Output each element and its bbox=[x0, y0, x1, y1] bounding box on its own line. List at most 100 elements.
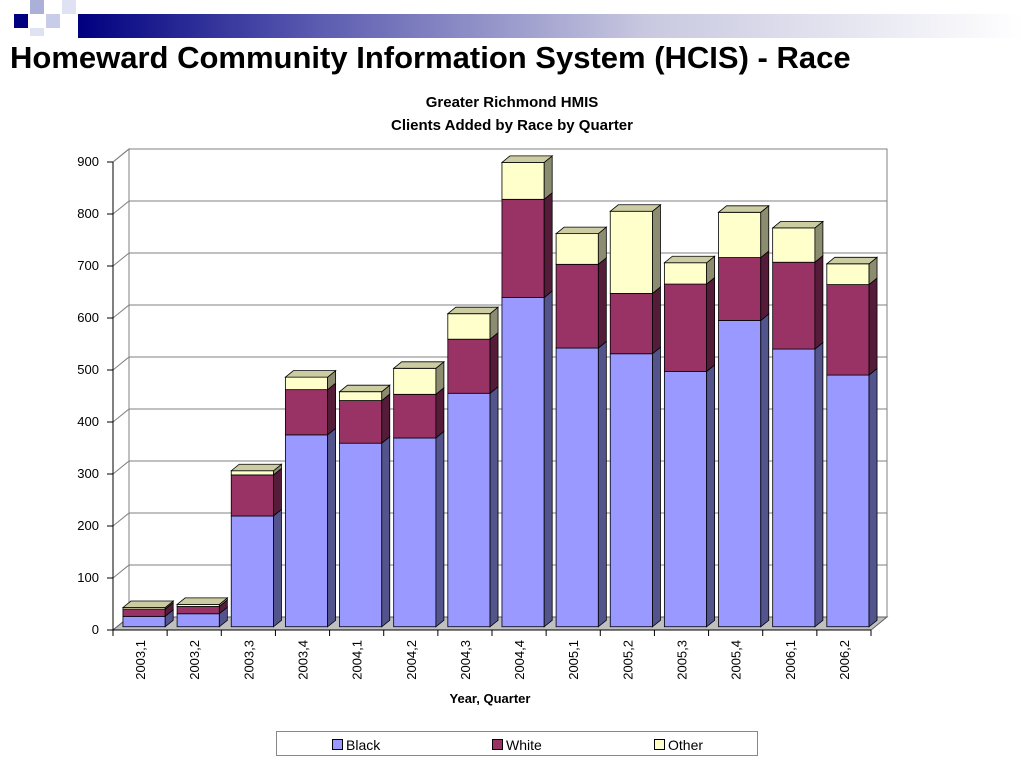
header-square bbox=[14, 14, 28, 28]
bar-segment-other bbox=[284, 376, 329, 391]
bar-segment-white bbox=[393, 393, 437, 439]
y-tick-label: 900 bbox=[77, 154, 99, 169]
bar-side-white bbox=[489, 331, 499, 395]
y-tick-label: 0 bbox=[92, 622, 99, 637]
bar-side-white bbox=[381, 393, 391, 445]
bar-side-black bbox=[543, 290, 553, 628]
gridline bbox=[112, 200, 887, 215]
x-tick-label: 2004,4 bbox=[512, 640, 527, 680]
bar-segment-white bbox=[230, 474, 274, 517]
bar-segment-white bbox=[772, 261, 816, 350]
gridline bbox=[112, 148, 887, 163]
bar-side-black bbox=[381, 435, 391, 628]
bar-side-other bbox=[814, 220, 824, 264]
bar-segment-other bbox=[609, 210, 653, 294]
bar-segment-black bbox=[122, 615, 166, 628]
slide-header-decoration bbox=[0, 0, 1024, 40]
y-tick-label: 800 bbox=[77, 206, 99, 221]
x-tick-label: 2005,2 bbox=[620, 640, 635, 680]
x-tick-label: 2005,3 bbox=[675, 640, 690, 680]
bar-top-other bbox=[500, 155, 554, 163]
y-tick-label: 400 bbox=[77, 414, 99, 429]
bar-segment-other bbox=[718, 211, 762, 258]
bar-segment-other bbox=[772, 227, 816, 263]
bar-segment-black bbox=[826, 374, 870, 628]
legend-label-black: Black bbox=[346, 737, 381, 753]
bar-segment-white bbox=[609, 293, 653, 355]
bar-top-other bbox=[446, 306, 500, 315]
bar-top-other bbox=[175, 597, 229, 605]
legend-swatch-white bbox=[492, 739, 503, 750]
bar-side-other bbox=[760, 204, 770, 259]
x-axis-title: Year, Quarter bbox=[450, 691, 531, 706]
bar-side-black bbox=[868, 367, 878, 628]
bar-segment-white bbox=[447, 338, 491, 394]
plot-side-wall bbox=[112, 147, 130, 632]
y-tick-label: 600 bbox=[77, 310, 99, 325]
plot-floor bbox=[111, 616, 889, 631]
bar-side-white bbox=[435, 386, 445, 439]
x-tick-label: 2003,3 bbox=[241, 640, 256, 680]
x-tick-label: 2003,2 bbox=[187, 640, 202, 680]
bar-side-white bbox=[814, 254, 824, 350]
bar-segment-black bbox=[339, 442, 383, 628]
bar-segment-other bbox=[339, 391, 383, 401]
bar-segment-white bbox=[501, 198, 545, 298]
bar-top-other bbox=[663, 255, 716, 264]
bar-segment-other bbox=[501, 161, 545, 200]
bar-side-black bbox=[814, 341, 824, 628]
bar-segment-other bbox=[230, 470, 274, 476]
bar-side-white bbox=[273, 467, 282, 517]
bar-top-other bbox=[392, 361, 446, 369]
bar-top-other bbox=[717, 205, 770, 213]
header-square bbox=[30, 28, 44, 36]
bar-segment-white bbox=[826, 284, 870, 376]
bar-segment-white bbox=[663, 283, 708, 372]
bar-top-other bbox=[284, 370, 337, 378]
x-tick-label: 2006,2 bbox=[837, 640, 852, 680]
chart-legend: Black White Other bbox=[276, 731, 758, 756]
bar-segment-black bbox=[230, 515, 274, 628]
bar-side-black bbox=[273, 508, 282, 628]
header-square bbox=[62, 0, 76, 14]
y-tick-label: 300 bbox=[77, 466, 99, 481]
bar-side-black bbox=[597, 340, 607, 628]
bar-segment-other bbox=[393, 367, 437, 395]
legend-swatch-other bbox=[654, 739, 665, 750]
bar-side-white bbox=[543, 191, 553, 299]
header-square bbox=[46, 14, 60, 28]
bar-side-white bbox=[652, 286, 661, 355]
bar-segment-white bbox=[284, 389, 329, 436]
x-tick-label: 2003,4 bbox=[296, 640, 311, 680]
bar-segment-white bbox=[555, 263, 599, 349]
bar-side-black bbox=[760, 313, 770, 628]
bar-top-other bbox=[825, 256, 879, 265]
bar-side-other bbox=[543, 155, 553, 201]
bar-side-black bbox=[435, 430, 445, 628]
y-tick-label: 500 bbox=[77, 362, 99, 377]
slide-title: Homeward Community Information System (H… bbox=[10, 40, 851, 75]
bar-segment-other bbox=[826, 263, 870, 285]
x-tick-label: 2005,1 bbox=[566, 640, 581, 680]
x-tick-label: 2006,1 bbox=[783, 640, 798, 680]
y-tick-label: 100 bbox=[77, 570, 99, 585]
bar-segment-other bbox=[555, 233, 599, 265]
bar-segment-black bbox=[501, 297, 545, 628]
y-tick-label: 700 bbox=[77, 258, 99, 273]
bar-side-white bbox=[868, 277, 878, 376]
bar-side-black bbox=[652, 346, 661, 628]
bar-side-other bbox=[652, 203, 661, 295]
bar-segment-white bbox=[339, 400, 383, 444]
bar-side-white bbox=[327, 382, 337, 436]
x-tick-label: 2004,1 bbox=[350, 640, 365, 680]
legend-swatch-black bbox=[332, 739, 343, 750]
legend-item-other: Other bbox=[654, 737, 703, 753]
legend-item-black: Black bbox=[332, 737, 380, 753]
bar-segment-black bbox=[555, 347, 599, 628]
bar-segment-black bbox=[447, 392, 491, 628]
bar-top-other bbox=[771, 221, 825, 229]
header-gradient-bar bbox=[78, 14, 1024, 38]
legend-label-white: White bbox=[506, 737, 542, 753]
stacked-bar-chart: 0 100 200 300 400 500 600 700 800 900 2003,1 2003,2… bbox=[77, 147, 889, 706]
x-tick-label: 2004,3 bbox=[458, 640, 473, 680]
